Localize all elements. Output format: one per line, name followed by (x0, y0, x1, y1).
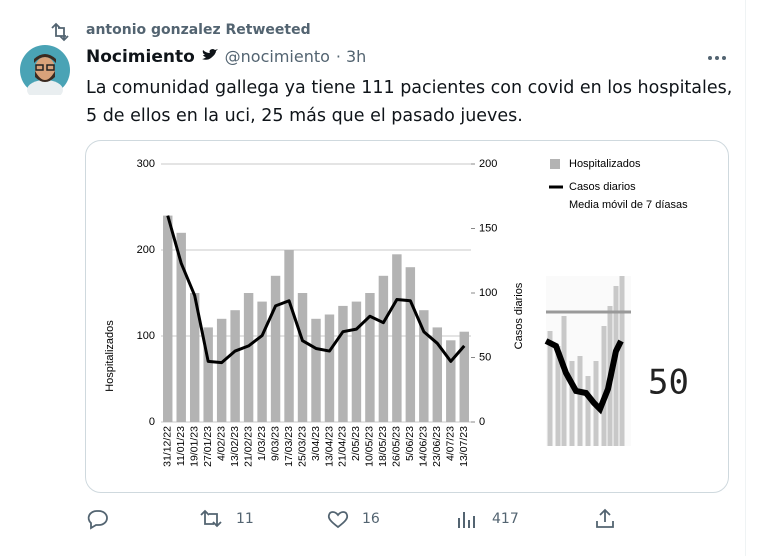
bar (203, 327, 213, 422)
y-axis-label: Hospitalizados (104, 320, 116, 392)
bar (405, 267, 416, 422)
tweet-text: La comunidad gallega ya tiene 111 pacien… (86, 78, 733, 126)
x-tick-label: 14/06/23 (418, 426, 430, 467)
x-tick-label: 11/01/23 (175, 426, 187, 466)
zoom-label: 50 (648, 363, 689, 403)
y2-tick-label: 0 (479, 416, 485, 428)
bar (392, 254, 402, 422)
zoom-crop (544, 276, 631, 446)
x-tick-label: 21/02/23 (242, 426, 254, 467)
x-tick-label: 4/07/23 (445, 426, 457, 461)
more-menu[interactable] (706, 54, 730, 62)
bar (257, 301, 267, 422)
bar (284, 250, 294, 422)
y2-tick-label: 100 (479, 287, 497, 299)
bar (338, 305, 348, 422)
bird-icon (201, 49, 218, 60)
bar (189, 293, 200, 422)
like-count: 16 (362, 511, 380, 527)
y-tick-label: 100 (137, 330, 155, 342)
line-series (166, 215, 466, 365)
view-count: 417 (492, 511, 519, 527)
bar (351, 301, 362, 422)
x-tick-label: 10/05/23 (364, 426, 376, 467)
x-tick-label: 31/12/22 (162, 426, 174, 467)
x-tick-label: 13/04/23 (323, 426, 335, 467)
bar (176, 232, 186, 422)
x-tick-label: 9/03/23 (269, 426, 281, 461)
x-tick-label: 4/02/23 (215, 426, 227, 461)
y-tick-label: 200 (137, 244, 155, 256)
x-tick-label: 18/05/23 (377, 426, 389, 467)
avatar[interactable] (20, 45, 70, 95)
bar (270, 275, 281, 422)
x-tick-label: 26/05/23 (391, 426, 403, 467)
legend-label: Hospitalizados (569, 158, 641, 170)
retweet-banner: antonio gonzalez Retweeted (86, 22, 311, 38)
bar (163, 215, 173, 422)
bar (324, 314, 335, 422)
bar (446, 340, 456, 422)
y-tick-label: 0 (149, 416, 155, 428)
x-tick-label: 17/03/23 (283, 426, 295, 467)
x-tick-label: 5/06/23 (404, 426, 416, 461)
bar (243, 293, 254, 422)
y2-axis-label: Casos diarios (513, 282, 525, 349)
x-tick-label: 13/07/23 (458, 426, 470, 467)
x-tick-label: 3/04/23 (310, 426, 322, 461)
share-button[interactable] (594, 507, 616, 529)
bar (459, 331, 469, 422)
column-border (745, 0, 746, 556)
x-tick-label: 23/06/23 (431, 426, 443, 467)
author-handle[interactable]: @nocimiento (224, 47, 330, 66)
x-tick-label: 13/02/23 (229, 426, 241, 467)
retweet-count: 11 (236, 511, 254, 527)
y-tick-label: 300 (137, 158, 155, 170)
chart: Hospitalizados Casos diarios Media móvil… (104, 158, 689, 467)
x-tick-label: 1/03/23 (256, 426, 268, 461)
like-button[interactable] (326, 508, 350, 530)
legend-swatch (550, 159, 560, 169)
bar (311, 318, 321, 422)
bar (365, 293, 375, 422)
author: Nocimiento @nocimiento · 3h (86, 47, 366, 67)
x-tick-label: 25/03/23 (296, 426, 308, 467)
bar (378, 275, 389, 422)
x-tick-label: 21/04/23 (337, 426, 349, 467)
bar (216, 318, 227, 422)
bar (297, 293, 308, 422)
retweet-button[interactable] (198, 508, 224, 530)
retweet-icon (51, 22, 69, 42)
x-tick-label: 19/01/23 (188, 426, 200, 467)
timestamp[interactable]: · 3h (335, 47, 367, 66)
views-icon[interactable] (456, 508, 478, 530)
bar (230, 310, 240, 422)
y2-tick-label: 50 (479, 351, 491, 363)
x-tick-label: 2/05/23 (350, 426, 362, 461)
bar (419, 310, 429, 422)
y2-tick-label: 200 (479, 158, 497, 170)
legend-note: Media móvil de 7 díasas (569, 199, 688, 211)
y2-tick-label: 150 (479, 222, 497, 234)
media-card[interactable]: Hospitalizados Casos diarios Media móvil… (85, 140, 729, 493)
legend-label: Casos diarios (569, 181, 636, 193)
x-tick-label: 27/01/23 (202, 426, 214, 467)
reply-button[interactable] (86, 508, 110, 530)
bar (432, 327, 443, 422)
author-name[interactable]: Nocimiento (86, 47, 195, 67)
